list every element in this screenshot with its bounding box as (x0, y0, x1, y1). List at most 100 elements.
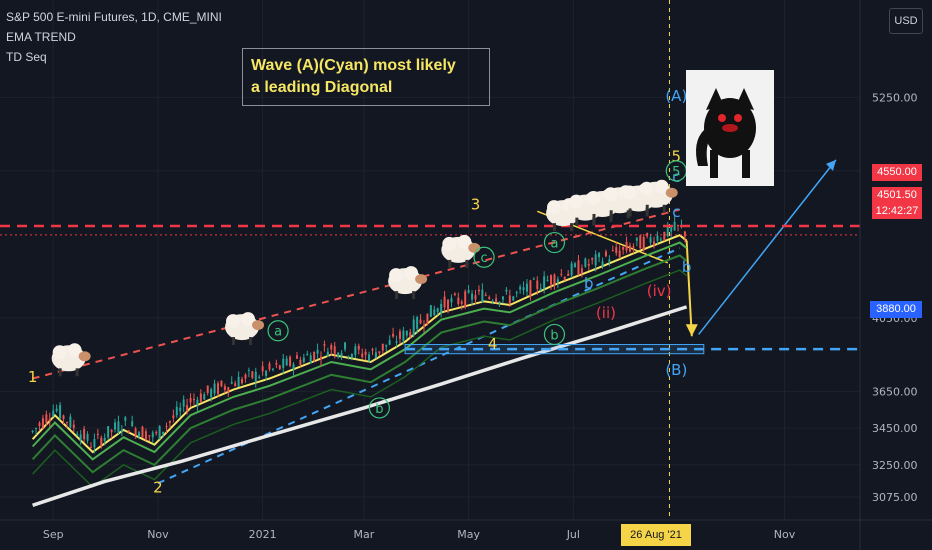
candle-body (460, 301, 463, 304)
candle-body (162, 431, 165, 434)
circled-label-ring (543, 323, 566, 346)
candle-body (405, 330, 408, 336)
candle-body (515, 291, 518, 293)
series-lines (31, 234, 688, 507)
candle-body (258, 376, 261, 379)
chart-title: S&P 500 E-mini Futures, 1D, CME_MINI (6, 10, 222, 24)
candle-body (168, 421, 171, 423)
candle-body (374, 352, 377, 359)
candle-body (295, 355, 298, 359)
candle-body (381, 343, 384, 351)
currency-badge[interactable]: USD (889, 8, 923, 34)
candle-body (604, 251, 607, 257)
candle-body (364, 351, 367, 355)
wave-label: (B) (665, 361, 687, 379)
candle-body (618, 250, 621, 257)
candle-body (350, 353, 353, 358)
candle-body (237, 376, 240, 387)
candle-body (268, 363, 271, 370)
candle-body (677, 225, 680, 227)
candle-body (436, 308, 439, 312)
annotation-box: Wave (A)(Cyan) most likely a leading Dia… (242, 48, 490, 106)
candle-body (302, 357, 305, 363)
candle-body (371, 348, 374, 351)
circled-label: a (274, 325, 282, 340)
candle-body (234, 383, 237, 387)
candle-body (254, 371, 257, 382)
candle-body (158, 425, 161, 440)
candle-body (546, 279, 549, 282)
candle-body (522, 287, 525, 291)
candle-body (422, 325, 425, 328)
candle-body (498, 301, 501, 304)
candle-body (628, 245, 631, 252)
candle-body (539, 288, 542, 291)
candle-body (508, 295, 511, 304)
candle-body (625, 241, 628, 251)
candle-body (532, 278, 535, 280)
price-tag-countdown: 12:42:27 (872, 203, 922, 219)
price-tag-last: 4501.50 (872, 187, 922, 203)
candle-body (622, 246, 625, 250)
candle-body (244, 374, 247, 379)
sheep-icon (638, 179, 678, 213)
candle-body (65, 422, 68, 424)
y-tick-label: 3650.00 (872, 385, 918, 398)
down-arrow-head (685, 324, 698, 337)
candle-body (344, 342, 347, 350)
candle-body (155, 431, 158, 434)
candle-body (587, 264, 590, 266)
candle-body (673, 221, 676, 231)
candle-body (440, 303, 443, 313)
candle-body (230, 382, 233, 384)
candle-body (471, 293, 474, 300)
candle-body (326, 351, 329, 357)
candle-body (138, 432, 141, 438)
candle-body (120, 429, 123, 432)
candle-body (144, 431, 147, 441)
candle-body (491, 300, 494, 302)
candle-body (278, 365, 281, 370)
candle-body (265, 370, 268, 376)
candles (31, 216, 686, 454)
candle-body (398, 331, 401, 339)
candle-body (354, 346, 357, 355)
candle-body (247, 370, 250, 372)
candle-body (55, 408, 58, 411)
candle-body (395, 341, 398, 343)
candle-body (642, 237, 645, 250)
candle-body (52, 410, 55, 417)
wave-label: (ii) (596, 304, 616, 322)
candle-body (199, 393, 202, 402)
time-axis[interactable]: Sep Nov 2021 Mar May Jul Nov (0, 519, 932, 541)
circled-label: b (375, 402, 383, 417)
candle-body (388, 340, 391, 345)
indicator-ema-trend[interactable]: EMA TREND (6, 30, 76, 44)
candle-body (477, 289, 480, 292)
indicator-td-seq[interactable]: TD Seq (6, 50, 47, 64)
price-tag-4550: 4550.00 (872, 164, 922, 181)
candle-body (601, 261, 604, 267)
candle-body (227, 387, 230, 393)
candle-body (447, 299, 450, 312)
price-tag-3880: 3880.00 (870, 301, 922, 318)
candle-body (35, 428, 38, 430)
candle-body (69, 416, 72, 428)
candle-body (189, 398, 192, 403)
wave-label: b (682, 258, 692, 276)
candle-body (639, 235, 642, 249)
candle-body (127, 430, 130, 433)
x-tick-label: Jul (566, 528, 580, 541)
price-axis[interactable]: 3075.003250.003450.003650.004050.004850.… (859, 0, 918, 550)
candle-body (220, 380, 223, 387)
sheep-icons (51, 179, 678, 377)
candle-body (313, 351, 316, 361)
candle-body (107, 426, 110, 438)
candle-body (217, 383, 220, 395)
candle-body (72, 424, 75, 428)
candle-body (567, 273, 570, 276)
candle-body (560, 273, 563, 275)
y-tick-label: 3450.00 (872, 422, 918, 435)
candle-body (165, 426, 168, 428)
candle-body (306, 353, 309, 356)
